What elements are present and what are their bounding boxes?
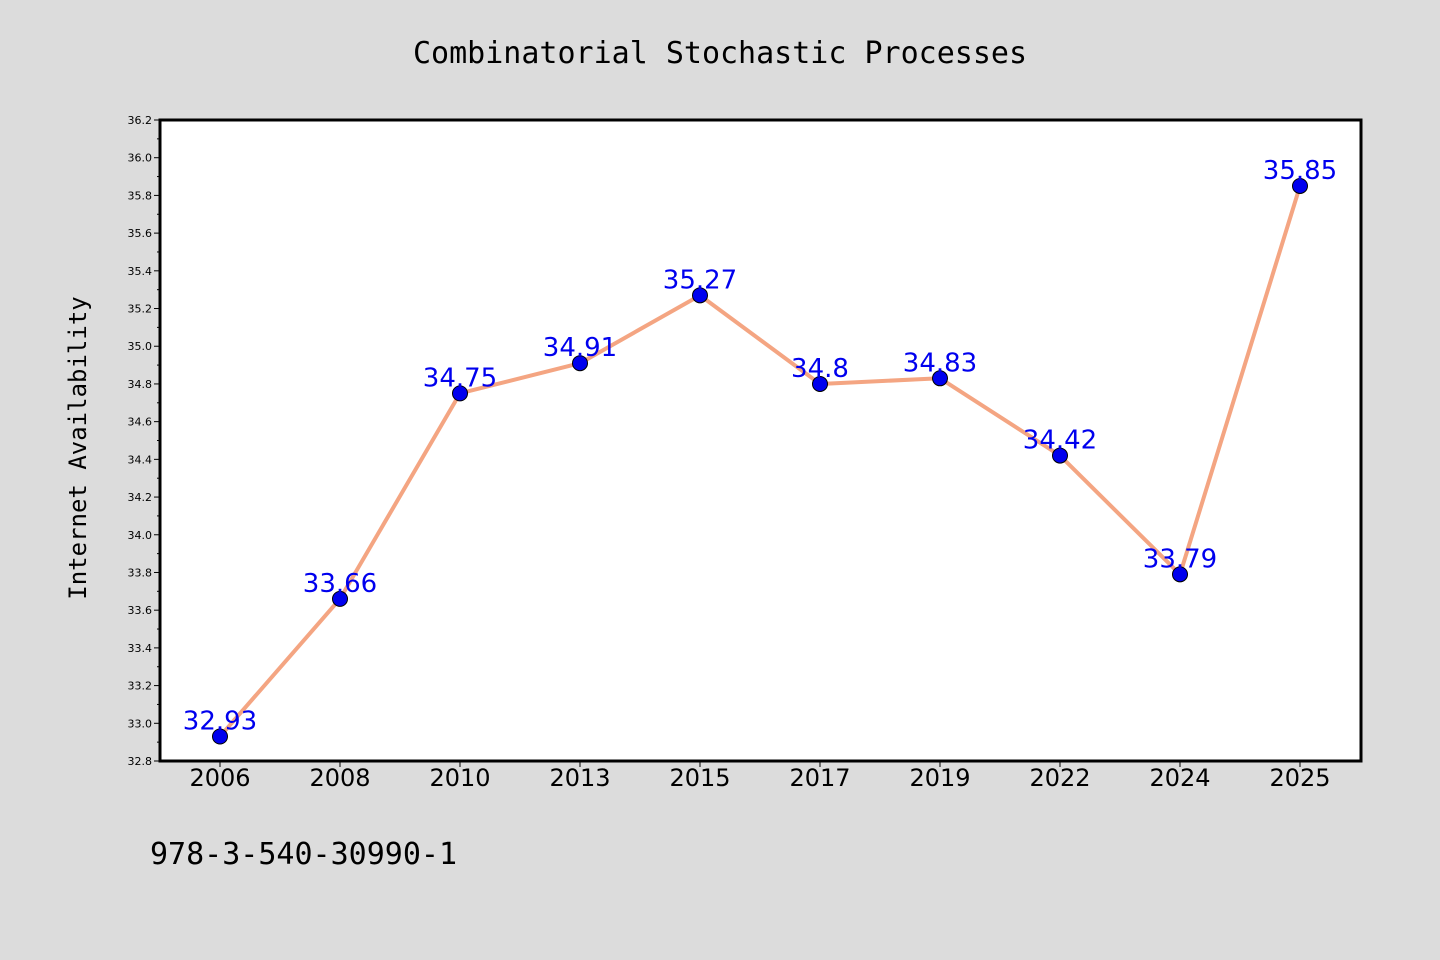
data-label: 33.66 bbox=[303, 569, 377, 599]
x-tick-label: 2019 bbox=[909, 764, 970, 792]
y-axis-label: Internet Availability bbox=[64, 296, 92, 599]
y-tick-label: 34.8 bbox=[128, 378, 153, 391]
chart-title: Combinatorial Stochastic Processes bbox=[413, 36, 1027, 71]
data-label: 35.27 bbox=[663, 265, 737, 295]
data-point bbox=[1172, 566, 1188, 583]
series-line bbox=[218, 185, 1302, 738]
data-point bbox=[572, 355, 588, 372]
y-tick-label: 35.8 bbox=[128, 189, 153, 202]
data-label: 34.8 bbox=[791, 354, 849, 384]
series-layer: 32.93 33.66 34.75 34.91 35.27 34.8 34.83 34.42 3… bbox=[183, 156, 1337, 745]
x-tick-label: 2022 bbox=[1029, 764, 1090, 792]
x-tick-label: 2024 bbox=[1149, 764, 1210, 792]
y-tick-label: 35.2 bbox=[128, 303, 153, 316]
x-tick-label: 2015 bbox=[669, 764, 730, 792]
data-label: 34.75 bbox=[423, 363, 497, 393]
data-label: 32.93 bbox=[183, 706, 257, 736]
data-label: 34.91 bbox=[543, 333, 617, 363]
data-label: 35.85 bbox=[1263, 156, 1337, 186]
data-point bbox=[812, 375, 828, 392]
y-tick-label: 35.6 bbox=[128, 227, 153, 240]
y-axis-ticks: 32.8 33.0 33.2 33.4 33.6 33.8 34.0 34.2 34.4 34.6… bbox=[128, 114, 160, 768]
y-tick-label: 34.0 bbox=[128, 529, 153, 542]
y-tick-label: 34.6 bbox=[128, 416, 153, 429]
data-label: 34.42 bbox=[1023, 426, 1097, 456]
x-tick-label: 2006 bbox=[189, 764, 250, 792]
y-tick-label: 33.4 bbox=[128, 642, 153, 655]
x-tick-label: 2017 bbox=[789, 764, 850, 792]
y-tick-label: 32.8 bbox=[128, 755, 153, 768]
x-tick-label: 2008 bbox=[309, 764, 370, 792]
y-tick-label: 33.6 bbox=[128, 604, 153, 617]
data-point bbox=[332, 590, 348, 607]
y-tick-label: 36.2 bbox=[128, 114, 153, 127]
x-tick-label: 2013 bbox=[549, 764, 610, 792]
y-tick-label: 33.2 bbox=[128, 680, 153, 693]
footer-isbn: 978-3-540-30990-1 bbox=[150, 837, 457, 872]
y-tick-label: 35.4 bbox=[128, 265, 153, 278]
y-tick-label: 36.0 bbox=[128, 152, 153, 165]
data-point bbox=[212, 728, 228, 745]
data-label: 33.79 bbox=[1143, 544, 1217, 574]
y-tick-label: 33.0 bbox=[128, 717, 153, 730]
x-tick-label: 2025 bbox=[1269, 764, 1330, 792]
y-tick-label: 35.0 bbox=[128, 340, 153, 353]
data-point bbox=[1292, 177, 1308, 194]
y-tick-label: 34.4 bbox=[128, 453, 153, 466]
plot-area bbox=[158, 118, 1363, 763]
y-tick-label: 33.8 bbox=[128, 566, 153, 579]
x-tick-label: 2010 bbox=[429, 764, 490, 792]
data-point bbox=[1052, 447, 1068, 464]
data-point bbox=[452, 385, 468, 402]
x-axis-ticks: 2006 2008 2010 2013 2015 2017 2019 2022 2024 2025 bbox=[189, 761, 1331, 792]
y-tick-label: 34.2 bbox=[128, 491, 153, 504]
data-point bbox=[932, 370, 948, 387]
data-label: 34.83 bbox=[903, 348, 977, 378]
data-point bbox=[692, 287, 708, 304]
